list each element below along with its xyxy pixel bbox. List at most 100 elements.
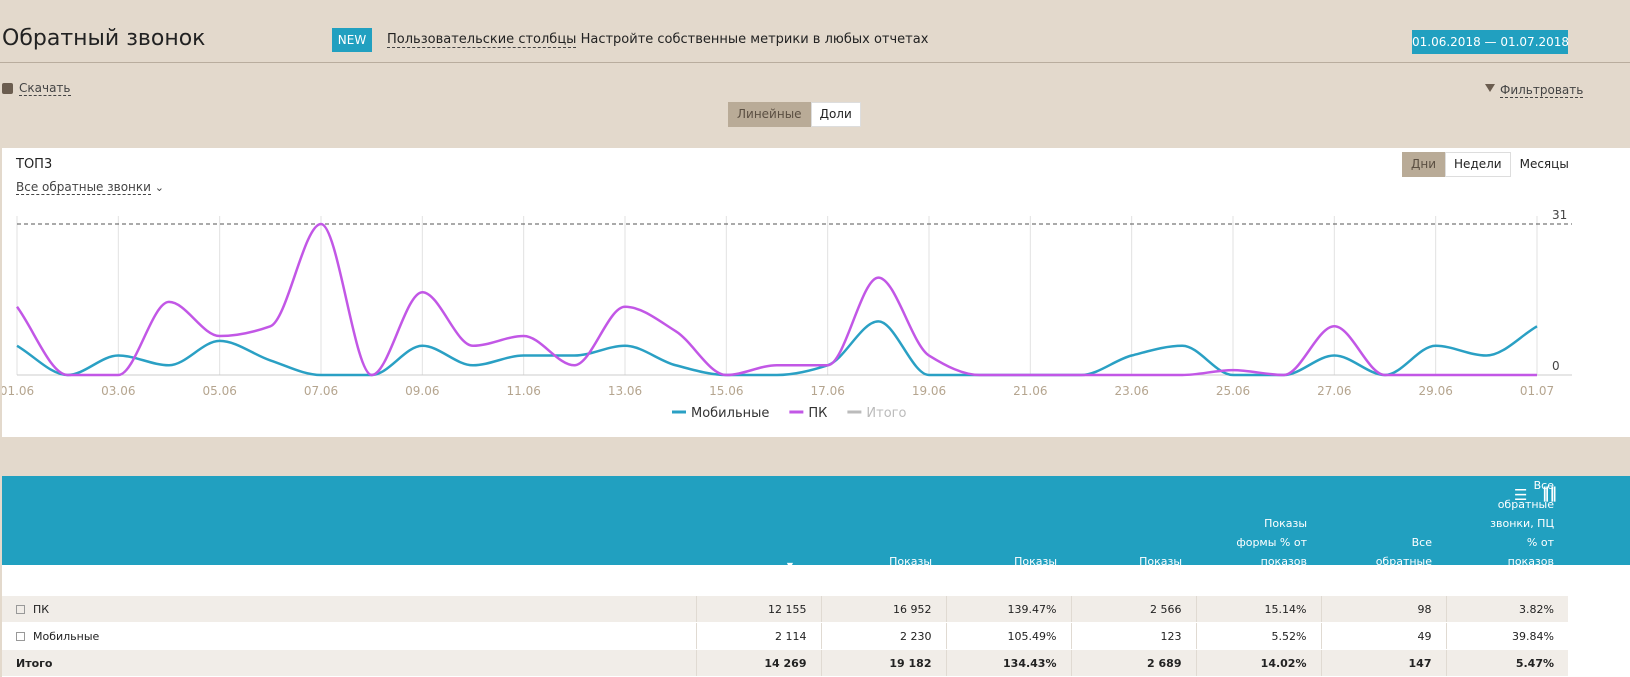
- cell-text: 139.47%: [1007, 602, 1057, 616]
- table-head: Устройство ▼ Сессии Показы кнопки Показы кно…: [2, 476, 1568, 596]
- cell-text: 98: [1417, 602, 1432, 616]
- table-row: ПК 12 155 16 952 139.47% 2 566 15.14% 98 3.82%: [2, 596, 1568, 623]
- cell-text: 123: [1160, 629, 1182, 643]
- table-cell: 2 114: [695, 622, 821, 650]
- download-link[interactable]: Скачать: [19, 81, 71, 96]
- table-cell: 16 952: [820, 596, 946, 623]
- header-row: Устройство ▼ Сессии Показы кнопки Показы кно…: [2, 476, 1568, 596]
- cell-text: 5.47%: [1515, 656, 1554, 670]
- table-cell: 3.82%: [1445, 596, 1568, 623]
- table-cell: 5.52%: [1195, 622, 1321, 650]
- cell-text: 2 230: [900, 629, 932, 643]
- cell-text: 2 114: [775, 629, 807, 643]
- expand-icon[interactable]: [16, 632, 25, 641]
- x-tick-label: 01.06: [2, 384, 34, 398]
- x-tick-label: 09.06: [405, 384, 439, 398]
- x-tick-label: 21.06: [1013, 384, 1047, 398]
- table-cell: 98: [1320, 596, 1446, 623]
- toggle-button[interactable]: Линейные: [728, 102, 811, 127]
- table-cell: 134.43%: [945, 649, 1071, 677]
- table-header-bg: [2, 476, 1630, 565]
- cell-text: 12 155: [768, 602, 807, 616]
- cell-text: 2 689: [1147, 656, 1182, 670]
- columns-icon[interactable]: ‖‖: [1542, 484, 1557, 502]
- filter-icon: [1485, 84, 1495, 92]
- data-table: Устройство ▼ Сессии Показы кнопки Показы кно…: [2, 476, 1568, 677]
- tree-icon[interactable]: ☰: [1514, 486, 1528, 504]
- divider: [0, 62, 1630, 63]
- x-tick-label: 19.06: [912, 384, 946, 398]
- cell-text: 14.02%: [1260, 656, 1307, 670]
- column-header[interactable]: Все обратные звонки, ПЦ: [1368, 536, 1432, 587]
- toggle-button[interactable]: Дни: [1402, 152, 1446, 177]
- toggle-button[interactable]: Недели: [1445, 152, 1511, 177]
- table-row: Мобильные 2 114 2 230 105.49% 123 5.52% 49 39.8…: [2, 622, 1568, 650]
- x-tick-label: 11.06: [506, 384, 540, 398]
- chart-panel: ТОП3 Все обратные звонки ⌄ Дни Недели Меся…: [2, 148, 1630, 437]
- table-cell: 39.84%: [1445, 622, 1568, 650]
- table-cell: 2 230: [820, 622, 946, 650]
- column-header[interactable]: Показы кнопки %: [1001, 555, 1058, 587]
- series-line: [16, 320, 1538, 377]
- table-cell: 139.47%: [945, 596, 1071, 623]
- sort-arrow: ▼: [786, 561, 793, 570]
- table-cell: Итого: [2, 649, 696, 677]
- promo-link[interactable]: Пользовательские столбцы: [387, 32, 577, 48]
- x-tick-label: 23.06: [1114, 384, 1148, 398]
- x-tick-label: 15.06: [709, 384, 743, 398]
- table-cell: 14 269: [695, 649, 821, 677]
- cell-text: 147: [1408, 656, 1432, 670]
- series-line: [15, 222, 1537, 377]
- cell-text: ПК: [33, 602, 50, 616]
- period-toggle: Дни Недели Месяцы: [1402, 152, 1578, 177]
- cell-text: 3.82%: [1519, 602, 1554, 616]
- x-tick-label: 25.06: [1216, 384, 1250, 398]
- cell-text: 14 269: [764, 656, 807, 670]
- promo-text: Настройте собственные метрики в любых от…: [580, 32, 929, 47]
- date-range[interactable]: 01.06.2018 — 01.07.2018: [1412, 30, 1569, 54]
- column-header[interactable]: Устройство: [16, 574, 82, 587]
- table-cell: 15.14%: [1195, 596, 1321, 623]
- cell-text: 16 952: [893, 602, 932, 616]
- column-header[interactable]: ▼ Сессии: [696, 476, 821, 596]
- x-tick-label: 29.06: [1418, 384, 1452, 398]
- column-header[interactable]: Показы кнопки: [889, 555, 932, 587]
- table-cell: 147: [1320, 649, 1446, 677]
- column-header[interactable]: Все обратные звонки, ПЦ % от показов фор…: [1490, 479, 1554, 587]
- x-tick-label: 05.06: [202, 384, 236, 398]
- x-tick-label: 03.06: [101, 384, 135, 398]
- table-cell: 49: [1320, 622, 1446, 650]
- mode-toggle: Линейные Доли: [728, 102, 861, 127]
- cell-text: 5.52%: [1271, 629, 1307, 643]
- download-icon: [2, 83, 13, 94]
- toggle-button[interactable]: Доли: [810, 102, 861, 127]
- chart-title: ТОП3: [16, 157, 53, 172]
- table-cell: 123: [1070, 622, 1196, 650]
- x-tick-label: 01.07: [1520, 384, 1554, 398]
- new-badge: NEW: [332, 28, 372, 52]
- cell-text: 105.49%: [1007, 629, 1057, 643]
- series-selector[interactable]: Все обратные звонки: [16, 180, 151, 195]
- column-header[interactable]: Показы формы: [1139, 555, 1182, 587]
- toggle-button[interactable]: Месяцы: [1510, 152, 1578, 177]
- cell-text: Мобильные: [33, 629, 100, 643]
- table-cell: 5.47%: [1445, 649, 1568, 677]
- y-tick-label: 31: [1552, 208, 1567, 222]
- legend-label: Мобильные: [691, 406, 769, 421]
- legend-label: Итого: [866, 406, 906, 421]
- table-cell: ПК: [2, 596, 696, 623]
- cell-text: 134.43%: [1003, 656, 1057, 670]
- page-title: Обратный звонок: [2, 26, 206, 51]
- cell-text: 49: [1417, 629, 1432, 643]
- column-header[interactable]: Показы формы % от показов кнопки: [1236, 517, 1307, 587]
- table-row: Итого 14 269 19 182 134.43% 2 689 14.02% 147 5.…: [2, 649, 1568, 677]
- table-panel: ☰ ‖‖ Устройство ▼ Сессии Показы кнопки Показ…: [2, 476, 1630, 677]
- cell-text: Итого: [16, 656, 53, 670]
- filter-link[interactable]: Фильтровать: [1500, 83, 1584, 98]
- legend-label: ПК: [808, 406, 827, 421]
- table-cell: 19 182: [820, 649, 946, 677]
- promo: Пользовательские столбцы Настройте собст…: [387, 32, 929, 48]
- table-cell: 14.02%: [1195, 649, 1321, 677]
- expand-icon[interactable]: [16, 605, 25, 614]
